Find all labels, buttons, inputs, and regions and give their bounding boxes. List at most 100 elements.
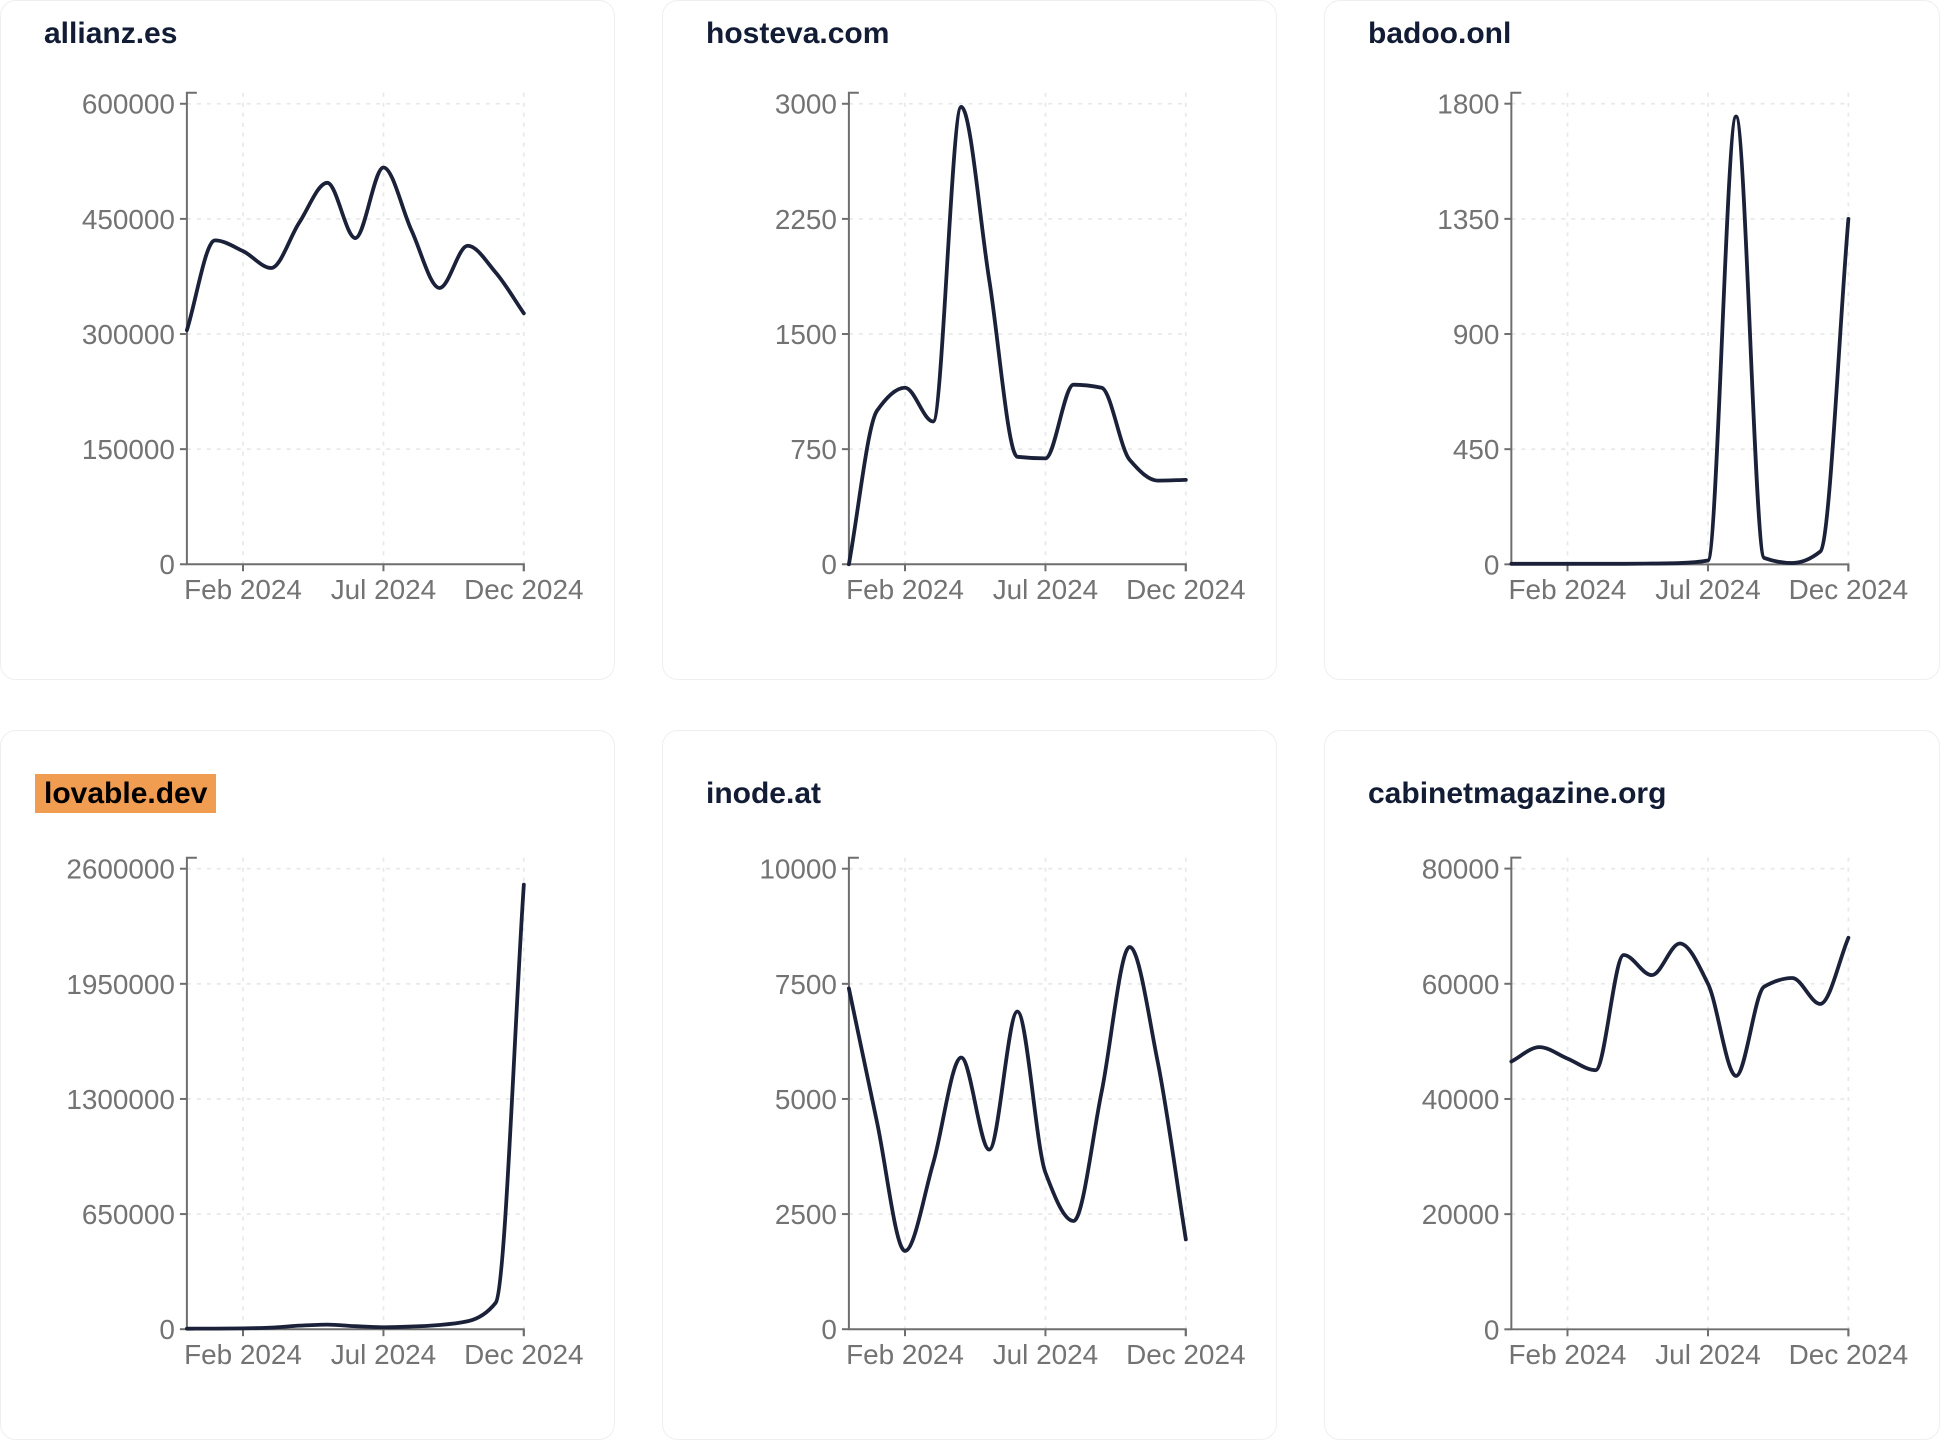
y-tick-label: 20000 (1422, 1199, 1500, 1230)
chart-title-text: inode.at (706, 777, 822, 810)
chart-card: lovable.dev 0 650000 1300000 1950000 2600000… (0, 730, 615, 1440)
chart-title: lovable.dev (35, 774, 217, 813)
axis-domain (847, 856, 1187, 1337)
line-chart: 0 750 1500 2250 3000 Feb 2024 Jul 2024 Dec 2024 (775, 89, 1246, 605)
x-tick-label: Jul 2024 (993, 574, 1098, 605)
gridlines (848, 857, 1187, 1330)
chart-title: cabinetmagazine.org (1368, 775, 1666, 813)
series-line (1509, 114, 1851, 566)
x-tick-label: Feb 2024 (846, 574, 964, 605)
x-tick-label: Feb 2024 (1509, 574, 1627, 605)
y-tick-label: 750 (790, 434, 837, 465)
axes (1504, 91, 1850, 572)
chart-title-text: allianz.es (44, 17, 178, 50)
line-chart: 0 2500 5000 7500 10000 Feb 2024 Jul 2024 Dec 20… (759, 854, 1245, 1370)
tick-labels: 0 650000 1300000 1950000 2600000 Feb 2024 Jul … (66, 854, 583, 1370)
y-tick-label: 40000 (1422, 1084, 1500, 1115)
y-tick-label: 0 (821, 549, 837, 580)
y-tick-label: 0 (1484, 1314, 1500, 1345)
y-tick-label: 7500 (775, 969, 837, 1000)
line-chart: 0 20000 40000 60000 80000 Feb 2024 Jul 2024 Dec… (1422, 854, 1908, 1371)
gridlines (848, 92, 1187, 565)
y-tick-label: 5000 (775, 1084, 837, 1115)
line-chart: 0 650000 1300000 1950000 2600000 Feb 2024 Jul … (66, 854, 583, 1370)
x-tick-label: Dec 2024 (1126, 1339, 1245, 1370)
chart-card: badoo.onl 0 450 900 1350 1800 Feb 2024 Jul 202… (1324, 0, 1940, 680)
line-chart: 0 450 900 1350 1800 Feb 2024 Jul 2024 Dec 2024 (1437, 89, 1908, 606)
x-tick-label: Feb 2024 (1509, 1339, 1627, 1370)
y-tick-label: 900 (1453, 319, 1500, 350)
y-tick-label: 600000 (82, 89, 175, 120)
chart-title: hosteva.com (706, 15, 889, 53)
y-tick-label: 10000 (759, 854, 837, 885)
chart-title-text: lovable.dev (35, 774, 217, 813)
axes (179, 856, 525, 1337)
gridlines (1511, 857, 1850, 1330)
y-tick-label: 1800 (1437, 89, 1499, 120)
tick-labels: 0 150000 300000 450000 600000 Feb 2024 Jul 202… (82, 89, 584, 605)
y-tick-label: 150000 (82, 434, 175, 465)
x-tick-label: Feb 2024 (846, 1339, 964, 1370)
y-tick-label: 650000 (82, 1199, 175, 1230)
y-tick-label: 3000 (775, 89, 837, 120)
axes (1504, 856, 1850, 1337)
chart-title: allianz.es (44, 15, 177, 53)
gridlines (1511, 92, 1850, 565)
y-tick-label: 0 (159, 549, 175, 580)
y-tick-label: 1300000 (66, 1084, 175, 1115)
tick-labels: 0 750 1500 2250 3000 Feb 2024 Jul 2024 Dec 2024 (775, 89, 1246, 605)
y-tick-label: 1500 (775, 319, 837, 350)
chart-card: cabinetmagazine.org 0 20000 40000 60000 8000… (1324, 730, 1940, 1440)
x-tick-label: Dec 2024 (1126, 574, 1245, 605)
y-tick-label: 0 (159, 1314, 175, 1345)
tick-labels: 0 20000 40000 60000 80000 Feb 2024 Jul 2024 Dec… (1422, 854, 1908, 1371)
chart-card: inode.at 0 2500 5000 7500 10000 Feb 2024 Jul 2… (662, 730, 1277, 1440)
y-tick-label: 450000 (82, 204, 175, 235)
line-chart: 0 150000 300000 450000 600000 Feb 2024 Jul 202… (82, 89, 584, 605)
tick-labels: 0 450 900 1350 1800 Feb 2024 Jul 2024 Dec 2024 (1437, 89, 1908, 606)
x-tick-label: Jul 2024 (331, 574, 436, 605)
axis-domain (847, 91, 1187, 572)
y-tick-label: 2250 (775, 204, 837, 235)
x-tick-label: Jul 2024 (1655, 574, 1761, 605)
axis-domain (185, 91, 525, 572)
x-tick-label: Dec 2024 (464, 574, 583, 605)
x-tick-label: Jul 2024 (331, 1339, 436, 1370)
chart-card: hosteva.com 0 750 1500 2250 3000 Feb 2024 Jul … (662, 0, 1277, 680)
axes (841, 856, 1187, 1337)
series-line (846, 104, 1188, 567)
y-tick-label: 60000 (1422, 969, 1500, 1000)
chart-title-text: cabinetmagazine.org (1368, 777, 1667, 810)
x-tick-label: Jul 2024 (993, 1339, 1098, 1370)
chart-card: allianz.es 0 150000 300000 450000 600000 Feb … (0, 0, 615, 680)
y-tick-label: 0 (821, 1314, 837, 1345)
y-tick-label: 1350 (1437, 204, 1499, 235)
x-tick-label: Dec 2024 (1789, 574, 1908, 605)
x-tick-label: Feb 2024 (184, 1339, 302, 1370)
y-tick-label: 450 (1453, 434, 1500, 465)
axis-domain (1510, 91, 1850, 572)
axis-domain (1510, 856, 1850, 1337)
series-line (184, 165, 526, 333)
y-tick-label: 80000 (1422, 854, 1500, 885)
y-tick-label: 0 (1484, 549, 1500, 580)
y-tick-label: 2600000 (66, 854, 175, 885)
gridlines (186, 857, 525, 1330)
tick-labels: 0 2500 5000 7500 10000 Feb 2024 Jul 2024 Dec 20… (759, 854, 1245, 1370)
chart-title: inode.at (706, 775, 821, 813)
chart-title-text: hosteva.com (706, 17, 890, 50)
axes (179, 91, 525, 572)
series-line (846, 945, 1188, 1253)
chart-title-text: badoo.onl (1368, 17, 1512, 50)
x-tick-label: Dec 2024 (1789, 1339, 1908, 1370)
gridlines (186, 92, 525, 565)
axis-domain (185, 856, 525, 1337)
x-tick-label: Jul 2024 (1655, 1339, 1761, 1370)
series-line (1509, 935, 1851, 1078)
axes (841, 91, 1187, 572)
y-tick-label: 1950000 (66, 969, 175, 1000)
chart-title: badoo.onl (1368, 15, 1511, 53)
series-line (184, 882, 526, 1331)
y-tick-label: 300000 (82, 319, 175, 350)
